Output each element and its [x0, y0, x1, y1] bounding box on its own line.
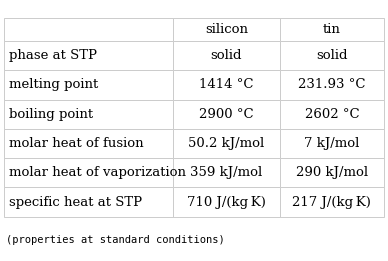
Text: 2602 °C: 2602 °C: [305, 108, 359, 121]
Text: tin: tin: [323, 23, 341, 36]
Text: phase at STP: phase at STP: [9, 49, 97, 62]
Bar: [4, 100, 173, 129]
Text: solid: solid: [211, 49, 242, 62]
Bar: [4, 41, 173, 70]
Bar: [4, 18, 173, 41]
Bar: [279, 100, 384, 129]
Text: specific heat at STP: specific heat at STP: [9, 195, 142, 209]
Bar: [4, 158, 173, 187]
Bar: [173, 158, 279, 187]
Bar: [173, 129, 279, 158]
Bar: [279, 18, 384, 41]
Text: melting point: melting point: [9, 79, 98, 91]
Bar: [173, 41, 279, 70]
Text: (properties at standard conditions): (properties at standard conditions): [6, 235, 225, 245]
Text: 2900 °C: 2900 °C: [199, 108, 254, 121]
Text: 1414 °C: 1414 °C: [199, 79, 254, 91]
Bar: [279, 129, 384, 158]
Text: silicon: silicon: [205, 23, 248, 36]
Bar: [279, 187, 384, 217]
Text: solid: solid: [316, 49, 348, 62]
Bar: [4, 70, 173, 100]
Bar: [279, 158, 384, 187]
Text: molar heat of vaporization: molar heat of vaporization: [9, 166, 185, 179]
Bar: [279, 70, 384, 100]
Text: 7 kJ/mol: 7 kJ/mol: [304, 137, 360, 150]
Text: 217 J/(kg K): 217 J/(kg K): [293, 195, 371, 209]
Bar: [173, 18, 279, 41]
Bar: [173, 187, 279, 217]
Bar: [173, 100, 279, 129]
Text: 359 kJ/mol: 359 kJ/mol: [190, 166, 262, 179]
Bar: [279, 41, 384, 70]
Bar: [173, 70, 279, 100]
Text: 290 kJ/mol: 290 kJ/mol: [296, 166, 368, 179]
Text: 710 J/(kg K): 710 J/(kg K): [187, 195, 266, 209]
Bar: [4, 187, 173, 217]
Text: 50.2 kJ/mol: 50.2 kJ/mol: [188, 137, 265, 150]
Text: 231.93 °C: 231.93 °C: [298, 79, 365, 91]
Text: boiling point: boiling point: [9, 108, 93, 121]
Text: molar heat of fusion: molar heat of fusion: [9, 137, 143, 150]
Bar: [4, 129, 173, 158]
